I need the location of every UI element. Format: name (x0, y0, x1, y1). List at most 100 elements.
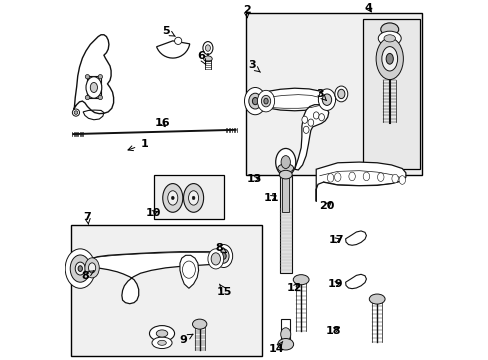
Ellipse shape (85, 258, 99, 278)
Polygon shape (180, 255, 198, 288)
Text: 20: 20 (319, 201, 334, 211)
Ellipse shape (192, 319, 206, 329)
Text: 3: 3 (247, 60, 260, 72)
Wedge shape (156, 41, 189, 58)
Text: 3: 3 (315, 89, 326, 101)
Ellipse shape (207, 249, 223, 269)
Ellipse shape (85, 95, 89, 100)
Bar (70, 225, 262, 356)
Text: 9: 9 (179, 334, 193, 345)
Ellipse shape (313, 112, 319, 119)
Ellipse shape (378, 31, 400, 45)
Ellipse shape (275, 148, 295, 176)
Ellipse shape (70, 255, 90, 282)
Ellipse shape (211, 253, 220, 265)
Bar (362, 19, 419, 169)
Ellipse shape (377, 173, 383, 181)
Ellipse shape (75, 262, 85, 275)
Ellipse shape (368, 294, 384, 304)
Text: 12: 12 (285, 283, 301, 293)
Ellipse shape (85, 75, 89, 79)
Text: 5: 5 (162, 26, 175, 36)
Text: 14: 14 (268, 342, 284, 354)
Ellipse shape (156, 330, 167, 337)
Text: 18: 18 (325, 325, 341, 336)
Text: 8: 8 (215, 243, 226, 253)
Ellipse shape (192, 196, 195, 200)
Ellipse shape (326, 174, 333, 182)
Polygon shape (345, 274, 366, 289)
Ellipse shape (98, 95, 102, 100)
Ellipse shape (386, 53, 392, 64)
Ellipse shape (88, 263, 96, 273)
Text: 17: 17 (327, 235, 343, 245)
Ellipse shape (183, 184, 203, 212)
Ellipse shape (167, 191, 178, 205)
Ellipse shape (363, 172, 369, 181)
Ellipse shape (279, 170, 292, 179)
Text: 6: 6 (197, 51, 205, 64)
Ellipse shape (303, 126, 308, 134)
Ellipse shape (322, 94, 331, 105)
Ellipse shape (182, 261, 195, 278)
Ellipse shape (318, 89, 335, 111)
Bar (281, 319, 290, 341)
Polygon shape (253, 88, 330, 111)
Ellipse shape (203, 56, 212, 62)
Ellipse shape (214, 244, 232, 267)
Text: 1: 1 (128, 139, 148, 150)
Ellipse shape (280, 328, 290, 341)
Ellipse shape (221, 253, 226, 259)
Text: 4: 4 (364, 3, 372, 13)
Polygon shape (86, 76, 101, 98)
Ellipse shape (152, 337, 172, 348)
Text: 2: 2 (242, 5, 250, 18)
Ellipse shape (264, 98, 267, 104)
Ellipse shape (277, 164, 293, 172)
Ellipse shape (293, 275, 308, 285)
Ellipse shape (163, 184, 183, 212)
Polygon shape (75, 252, 222, 304)
Ellipse shape (188, 191, 198, 205)
Ellipse shape (261, 95, 270, 107)
Text: 8: 8 (81, 271, 94, 281)
Ellipse shape (348, 172, 355, 181)
Ellipse shape (72, 109, 80, 116)
Bar (154, 175, 224, 220)
Ellipse shape (149, 325, 174, 341)
Text: 11: 11 (263, 193, 279, 203)
Ellipse shape (277, 338, 293, 350)
Ellipse shape (98, 75, 102, 79)
Ellipse shape (218, 249, 228, 263)
Ellipse shape (257, 90, 274, 112)
Ellipse shape (158, 340, 166, 345)
Ellipse shape (337, 89, 344, 99)
Ellipse shape (90, 82, 97, 93)
Polygon shape (294, 105, 328, 170)
Text: 10: 10 (145, 208, 161, 218)
Ellipse shape (171, 196, 174, 200)
Ellipse shape (74, 111, 78, 114)
Ellipse shape (205, 45, 210, 51)
Ellipse shape (334, 86, 347, 102)
Ellipse shape (252, 98, 258, 105)
Ellipse shape (203, 41, 212, 54)
Ellipse shape (78, 266, 82, 271)
Ellipse shape (65, 249, 95, 288)
Ellipse shape (383, 35, 395, 42)
Ellipse shape (334, 173, 340, 181)
Bar (279, 176, 291, 273)
Text: 7: 7 (83, 212, 91, 224)
Ellipse shape (318, 114, 324, 121)
Ellipse shape (244, 87, 265, 115)
Ellipse shape (391, 174, 398, 183)
Ellipse shape (380, 23, 398, 36)
Text: 19: 19 (327, 279, 343, 289)
Text: 15: 15 (217, 284, 232, 297)
Bar (282, 176, 289, 212)
Text: 16: 16 (155, 118, 170, 128)
Ellipse shape (381, 46, 397, 71)
Polygon shape (316, 162, 405, 202)
Ellipse shape (174, 37, 182, 44)
Ellipse shape (307, 119, 313, 126)
